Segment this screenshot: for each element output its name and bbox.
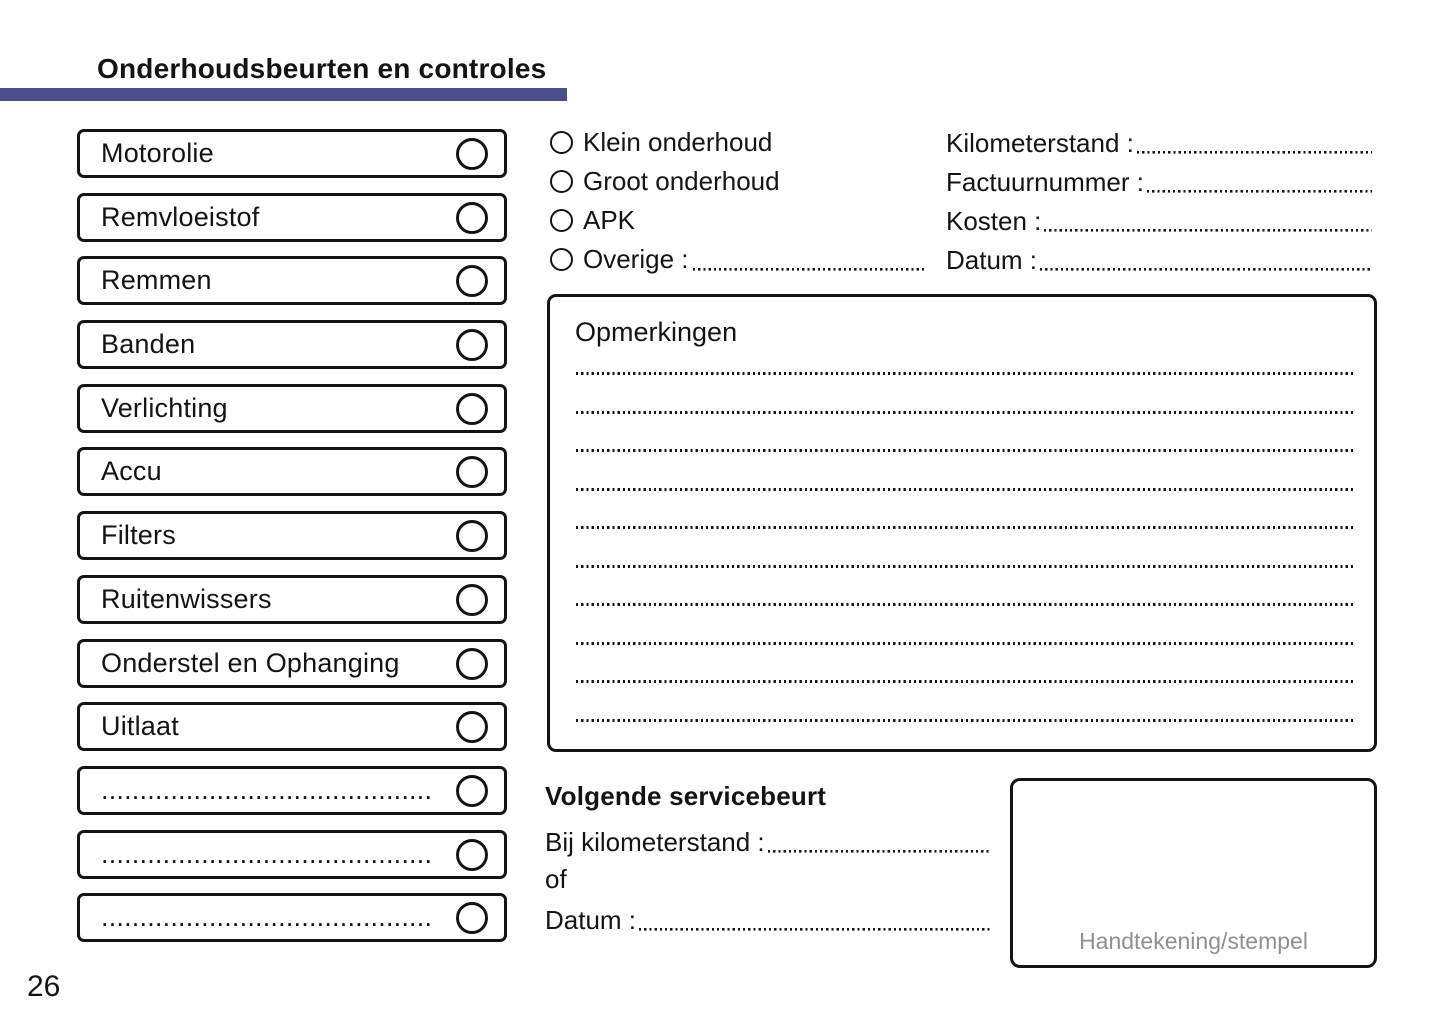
service-type-label: Klein onderhoud	[583, 126, 773, 157]
service-type-option: Overige :	[550, 244, 925, 274]
record-field-row: Kosten :	[946, 205, 1372, 235]
checklist-row: Remvloeistof	[77, 193, 507, 242]
checklist-row: Motorolie	[77, 129, 507, 178]
record-field-label: Kilometerstand :	[946, 128, 1134, 158]
record-field-label: Kosten :	[946, 206, 1042, 236]
next-service-date-row: Datum :	[545, 902, 991, 934]
record-field-row: Factuurnummer :	[946, 166, 1372, 196]
check-circle-icon	[456, 264, 488, 297]
remarks-line	[576, 719, 1353, 722]
remarks-line	[576, 449, 1353, 452]
check-circle-icon	[456, 901, 488, 934]
record-field-label: Datum :	[946, 245, 1038, 275]
checklist-row-label: Verlichting	[101, 393, 228, 423]
next-service-title: Volgende servicebeurt	[545, 781, 827, 811]
record-field-row: Kilometerstand :	[946, 127, 1372, 157]
radio-circle-icon	[550, 169, 573, 193]
overige-dotted-line	[692, 261, 925, 271]
remarks-line	[576, 372, 1353, 375]
checklist-row-dotted-label: ........................................…	[101, 775, 433, 805]
checklist-row: Accu	[77, 447, 507, 496]
remarks-line	[576, 411, 1353, 414]
service-type-option: Groot onderhoud	[550, 166, 780, 196]
remarks-line	[576, 565, 1353, 568]
service-type-label: Groot onderhoud	[583, 165, 780, 196]
checklist-row: Filters	[77, 511, 507, 560]
record-field-row: Datum :	[946, 244, 1372, 274]
record-field-dotted-line	[1044, 222, 1372, 232]
checklist-row: Uitlaat	[77, 702, 507, 751]
checklist-row-blank: ........................................…	[77, 830, 507, 879]
checklist-row: Onderstel en Ophanging	[77, 639, 507, 688]
service-type-label: Overige :	[583, 243, 689, 274]
checklist-row: Remmen	[77, 256, 507, 305]
checklist-row-label: Onderstel en Ophanging	[101, 648, 400, 678]
record-field-dotted-line	[1136, 144, 1372, 154]
check-circle-icon	[456, 455, 488, 488]
record-field-dotted-line	[1146, 183, 1372, 193]
remarks-line	[576, 642, 1353, 645]
checklist-row-label: Motorolie	[101, 138, 214, 168]
check-circle-icon	[456, 774, 488, 807]
page-number: 26	[27, 970, 61, 1003]
next-service-km-dotted-line	[767, 843, 991, 853]
signature-box: Handtekening/stempel	[1010, 778, 1377, 968]
remarks-line	[576, 488, 1353, 491]
checklist-row-blank: ........................................…	[77, 893, 507, 942]
radio-circle-icon	[550, 130, 573, 154]
checklist-row-label: Filters	[101, 520, 176, 550]
check-circle-icon	[456, 137, 488, 170]
checklist-row: Ruitenwissers	[77, 575, 507, 624]
checklist-row-label: Accu	[101, 456, 162, 486]
service-type-option: Klein onderhoud	[550, 127, 772, 157]
remarks-box: Opmerkingen	[547, 294, 1377, 752]
next-service-km-label: Bij kilometerstand :	[545, 827, 765, 857]
next-service-km-row: Bij kilometerstand :	[545, 824, 991, 856]
checklist-row-dotted-label: ........................................…	[101, 902, 433, 932]
check-circle-icon	[456, 519, 488, 552]
remarks-line	[576, 526, 1353, 529]
check-circle-icon	[456, 201, 488, 234]
checklist-row: Verlichting	[77, 384, 507, 433]
check-circle-icon	[456, 647, 488, 680]
checklist-row-label: Ruitenwissers	[101, 584, 272, 614]
checklist-row-blank: ........................................…	[77, 766, 507, 815]
service-type-label: APK	[583, 204, 636, 235]
remarks-line	[576, 603, 1353, 606]
check-circle-icon	[456, 710, 488, 743]
checklist-row-dotted-label: ........................................…	[101, 839, 433, 869]
check-circle-icon	[456, 328, 488, 361]
record-field-dotted-line	[1040, 261, 1372, 271]
service-type-option: APK	[550, 205, 635, 235]
checklist-row-label: Banden	[101, 329, 196, 359]
radio-circle-icon	[550, 208, 573, 232]
accent-bar	[0, 88, 567, 101]
remarks-title: Opmerkingen	[575, 317, 738, 347]
record-field-label: Factuurnummer :	[946, 167, 1144, 197]
checklist-row-label: Remmen	[101, 265, 212, 295]
checklist-row-label: Remvloeistof	[101, 202, 260, 232]
checklist-row: Banden	[77, 320, 507, 369]
next-service-date-dotted-line	[639, 921, 991, 931]
radio-circle-icon	[550, 247, 573, 271]
signature-label: Handtekening/stempel	[1079, 928, 1308, 954]
or-label: of	[545, 864, 567, 894]
check-circle-icon	[456, 392, 488, 425]
next-service-date-label: Datum :	[545, 905, 637, 935]
page-title: Onderhoudsbeurten en controles	[97, 53, 547, 84]
checklist-row-label: Uitlaat	[101, 711, 179, 741]
remarks-line	[576, 680, 1353, 683]
check-circle-icon	[456, 583, 488, 616]
check-circle-icon	[456, 838, 488, 871]
